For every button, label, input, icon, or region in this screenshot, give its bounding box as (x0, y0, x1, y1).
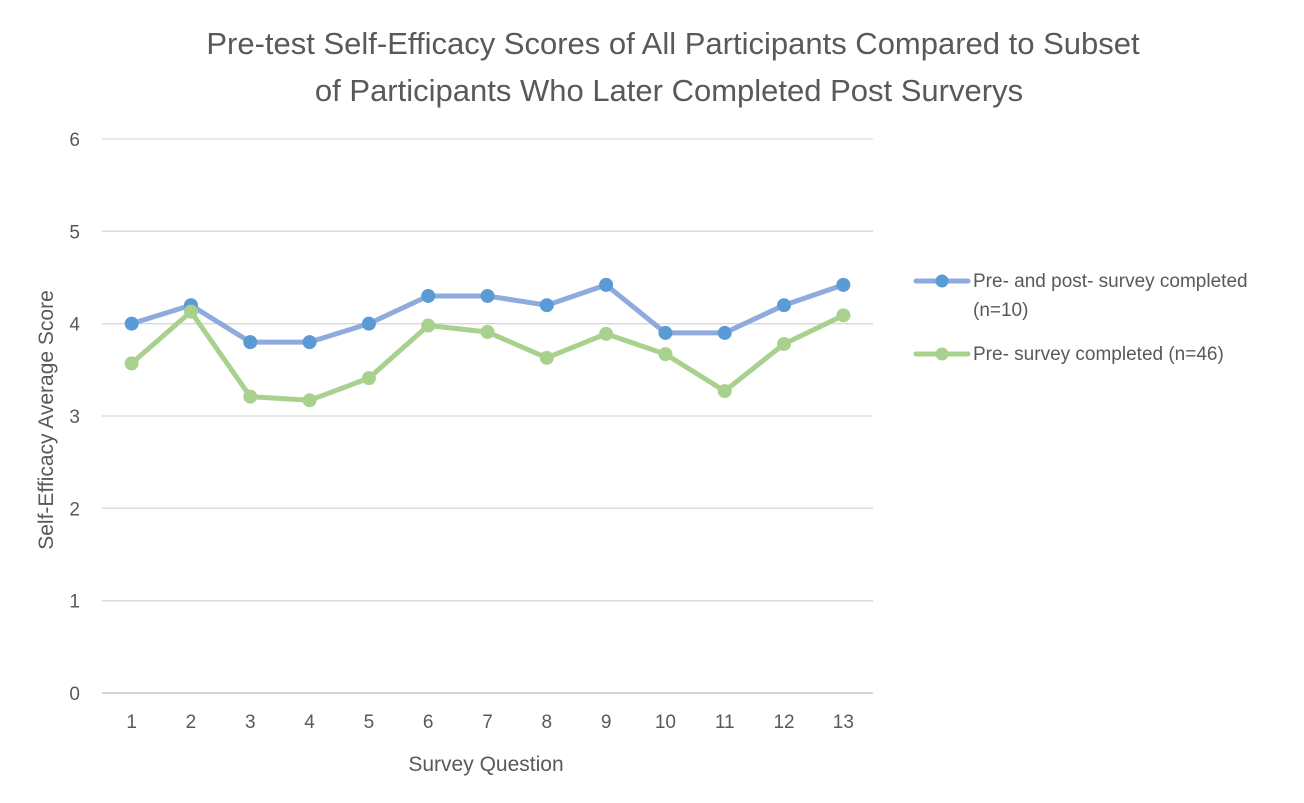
legend-label-1-line-1: Pre- and post- survey completed (973, 271, 1248, 292)
series-2-point-11 (717, 384, 732, 399)
x-tick-label-9: 9 (601, 712, 612, 733)
series-2-point-8 (539, 350, 554, 365)
gridlines (102, 138, 873, 694)
chart-title: Pre-test Self-Efficacy Scores of All Par… (206, 26, 1140, 108)
x-tick-label-7: 7 (482, 712, 493, 733)
y-tick-label-2: 2 (69, 499, 80, 520)
y-tick-label-0: 0 (69, 684, 80, 705)
series-1-point-3 (243, 335, 258, 350)
series-2-point-7 (480, 324, 495, 339)
legend-item-2: Pre- survey completed (n=46) (913, 344, 1224, 365)
x-tick-label-3: 3 (245, 712, 256, 733)
y-axis-tick-labels: 0 1 2 3 4 5 6 (69, 130, 80, 705)
x-tick-label-6: 6 (423, 712, 434, 733)
y-axis-title: Self-Efficacy Average Score (35, 290, 58, 550)
series-1-point-10 (658, 325, 673, 340)
x-axis-tick-labels: 1 2 3 4 5 6 7 8 9 10 11 12 13 (126, 712, 854, 733)
x-tick-label-10: 10 (655, 712, 676, 733)
series-2-point-4 (302, 393, 317, 408)
x-tick-label-2: 2 (186, 712, 197, 733)
x-axis-title: Survey Question (408, 753, 563, 776)
x-tick-label-12: 12 (773, 712, 794, 733)
series-1-point-11 (717, 325, 732, 340)
y-tick-label-1: 1 (69, 592, 80, 613)
x-tick-label-5: 5 (364, 712, 375, 733)
series-2-point-13 (836, 308, 851, 323)
x-tick-label-8: 8 (542, 712, 553, 733)
y-tick-label-4: 4 (69, 315, 80, 336)
x-tick-label-1: 1 (126, 712, 137, 733)
x-tick-label-11: 11 (715, 712, 735, 733)
series-2-point-10 (658, 347, 673, 362)
legend-item-1: Pre- and post- survey completed (n=10) (913, 271, 1248, 321)
legend: Pre- and post- survey completed(n=10)Pre… (913, 271, 1248, 365)
series-1-point-8 (539, 298, 554, 313)
series-1-point-12 (777, 298, 792, 313)
legend-swatch-marker-2 (935, 347, 949, 361)
series-2-point-9 (599, 326, 614, 341)
series-1-point-9 (599, 277, 614, 292)
series-1-point-5 (361, 316, 376, 331)
series-1-point-13 (836, 277, 851, 292)
legend-swatch-marker-1 (935, 274, 949, 288)
y-tick-label-5: 5 (69, 222, 80, 243)
x-tick-label-13: 13 (833, 712, 854, 733)
series-1-point-7 (480, 288, 495, 303)
x-tick-label-4: 4 (304, 712, 315, 733)
series-2-point-12 (777, 336, 792, 351)
legend-label-2-line-1: Pre- survey completed (n=46) (973, 344, 1224, 365)
chart-title-line-2: of Participants Who Later Completed Post… (315, 73, 1023, 108)
series-1-point-1 (124, 316, 139, 331)
y-tick-label-3: 3 (69, 407, 80, 428)
series-2 (124, 304, 851, 408)
series-2-point-5 (361, 371, 376, 386)
series-2-point-1 (124, 356, 139, 371)
series-2-point-6 (421, 318, 436, 333)
legend-label-1-line-2: (n=10) (973, 300, 1028, 321)
series-1-point-6 (421, 288, 436, 303)
series-1-point-4 (302, 335, 317, 350)
y-tick-label-6: 6 (69, 130, 80, 151)
chart-title-line-1: Pre-test Self-Efficacy Scores of All Par… (206, 26, 1140, 61)
series-2-point-3 (243, 389, 258, 404)
series-2-point-2 (183, 304, 198, 319)
series-lines (124, 277, 851, 408)
